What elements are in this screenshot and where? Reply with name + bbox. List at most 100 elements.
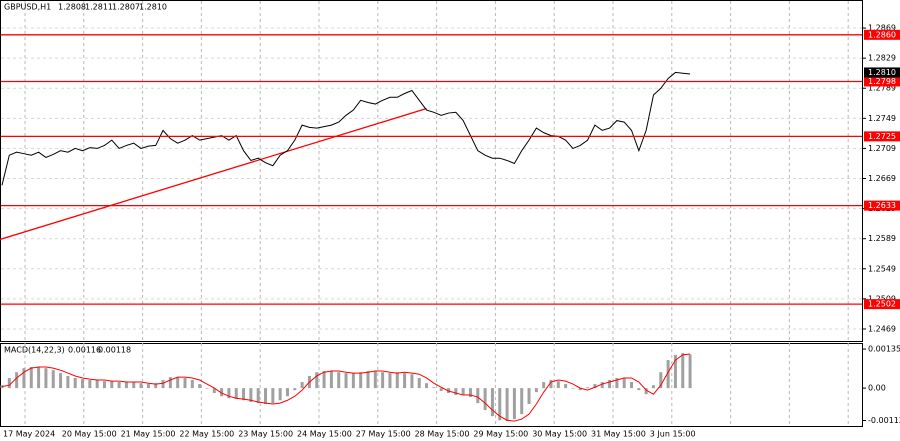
- macd-bar: [176, 377, 180, 389]
- macd-bar: [505, 388, 509, 422]
- y-tick-label: 0.00135: [868, 345, 900, 354]
- signal-line: [1, 353, 691, 422]
- macd-bar: [454, 388, 458, 396]
- macd-bar: [366, 371, 370, 389]
- macd-bar: [593, 384, 597, 389]
- macd-bar: [66, 375, 70, 389]
- level-label: 1.2633: [868, 201, 896, 210]
- macd-bar: [344, 373, 348, 389]
- macd-bar: [95, 380, 99, 389]
- level-label: 1.2502: [868, 300, 896, 309]
- macd-bar: [102, 381, 106, 389]
- x-tick-label: 3 Jun 15:00: [650, 430, 696, 439]
- macd-bar: [249, 388, 253, 402]
- macd-bar: [329, 371, 333, 389]
- level-label: 1.2860: [868, 30, 896, 39]
- macd-bar: [417, 377, 421, 389]
- y-tick-label: 1.2469: [868, 324, 896, 333]
- macd-bar: [439, 388, 443, 392]
- macd-bar: [527, 388, 531, 405]
- macd-bar: [146, 384, 150, 389]
- x-tick-label: 22 May 15:00: [179, 430, 234, 439]
- last-price-box: [864, 67, 900, 78]
- y-tick-label: 1.2789: [868, 84, 896, 93]
- macd-bar: [432, 387, 436, 389]
- level-label-box: [864, 131, 900, 142]
- macd-bar: [578, 388, 582, 391]
- macd-bar: [666, 360, 670, 389]
- y-tick-label: 1.2549: [868, 264, 896, 273]
- macd-readout: 0.00118: [98, 346, 131, 355]
- macd-bar: [139, 383, 143, 389]
- macd-bar: [520, 388, 524, 415]
- last-price-label: 1.2810: [868, 68, 896, 77]
- x-tick-label: 30 May 15:00: [532, 430, 587, 439]
- y-tick-label: 1.2709: [868, 144, 896, 153]
- x-tick-label: 17 May 2024: [3, 430, 55, 439]
- macd-bar: [315, 372, 319, 389]
- macd-bar: [278, 388, 282, 401]
- macd-bar: [7, 377, 11, 389]
- macd-bar: [410, 374, 414, 389]
- macd-bar: [359, 372, 363, 389]
- y-tick-label: 1.2669: [868, 174, 896, 183]
- level-label-box: [864, 299, 900, 310]
- macd-bar: [512, 388, 516, 420]
- macd-bar: [425, 383, 429, 389]
- macd-bar: [205, 388, 209, 389]
- macd-bar: [351, 373, 355, 389]
- macd-bar: [190, 380, 194, 389]
- macd-bar: [373, 371, 377, 389]
- x-tick-label: 20 May 15:00: [62, 430, 117, 439]
- macd-bar: [117, 382, 121, 389]
- y-tick-label: 0.00: [868, 384, 886, 393]
- macd-bar: [381, 372, 385, 389]
- x-tick-label: 24 May 15:00: [297, 430, 352, 439]
- macd-bar: [651, 385, 655, 389]
- x-tick-label: 21 May 15:00: [121, 430, 176, 439]
- price-line: [1, 71, 691, 186]
- macd-bar: [556, 381, 560, 389]
- macd-bar: [234, 388, 238, 400]
- macd-panel: [0, 343, 863, 427]
- macd-bar: [600, 382, 604, 389]
- macd-bar: [132, 382, 136, 389]
- macd-bar: [183, 377, 187, 389]
- macd-bar: [154, 383, 158, 389]
- macd-bar: [22, 368, 26, 389]
- macd-bar: [490, 388, 494, 417]
- ohlc-readout: 1.2808: [58, 3, 86, 12]
- macd-bar: [637, 388, 641, 391]
- macd-bar: [549, 380, 553, 389]
- macd-bar: [622, 377, 626, 389]
- macd-bar: [293, 388, 297, 391]
- vertical-grid: [24, 1, 849, 426]
- macd-bar: [395, 372, 399, 389]
- macd-bar: [468, 388, 472, 398]
- macd-bar: [220, 388, 224, 397]
- x-tick-label: 31 May 15:00: [591, 430, 646, 439]
- macd-bar: [168, 377, 172, 389]
- macd-bar: [15, 372, 19, 389]
- macd-bar: [586, 387, 590, 389]
- macd-bar: [388, 373, 392, 389]
- macd-bar: [110, 381, 114, 389]
- level-label-box: [864, 76, 900, 87]
- macd-bar: [681, 353, 685, 389]
- macd-bar: [88, 380, 92, 389]
- y-tick-label: 1.2589: [868, 234, 896, 243]
- macd-bar: [337, 372, 341, 389]
- macd-readout: 0.00116: [68, 346, 101, 355]
- symbol-title: GBPUSD,H1: [4, 3, 51, 12]
- y-tick-label: 1.2509: [868, 294, 896, 303]
- macd-title: MACD(14,22,3): [4, 346, 65, 355]
- macd-bar: [476, 388, 480, 404]
- macd-bar: [44, 368, 48, 389]
- macd-bar: [564, 384, 568, 389]
- macd-bar: [659, 372, 663, 389]
- level-label-box: [864, 200, 900, 211]
- macd-bar: [73, 377, 77, 389]
- macd-bar: [271, 388, 275, 404]
- macd-bar: [644, 388, 648, 395]
